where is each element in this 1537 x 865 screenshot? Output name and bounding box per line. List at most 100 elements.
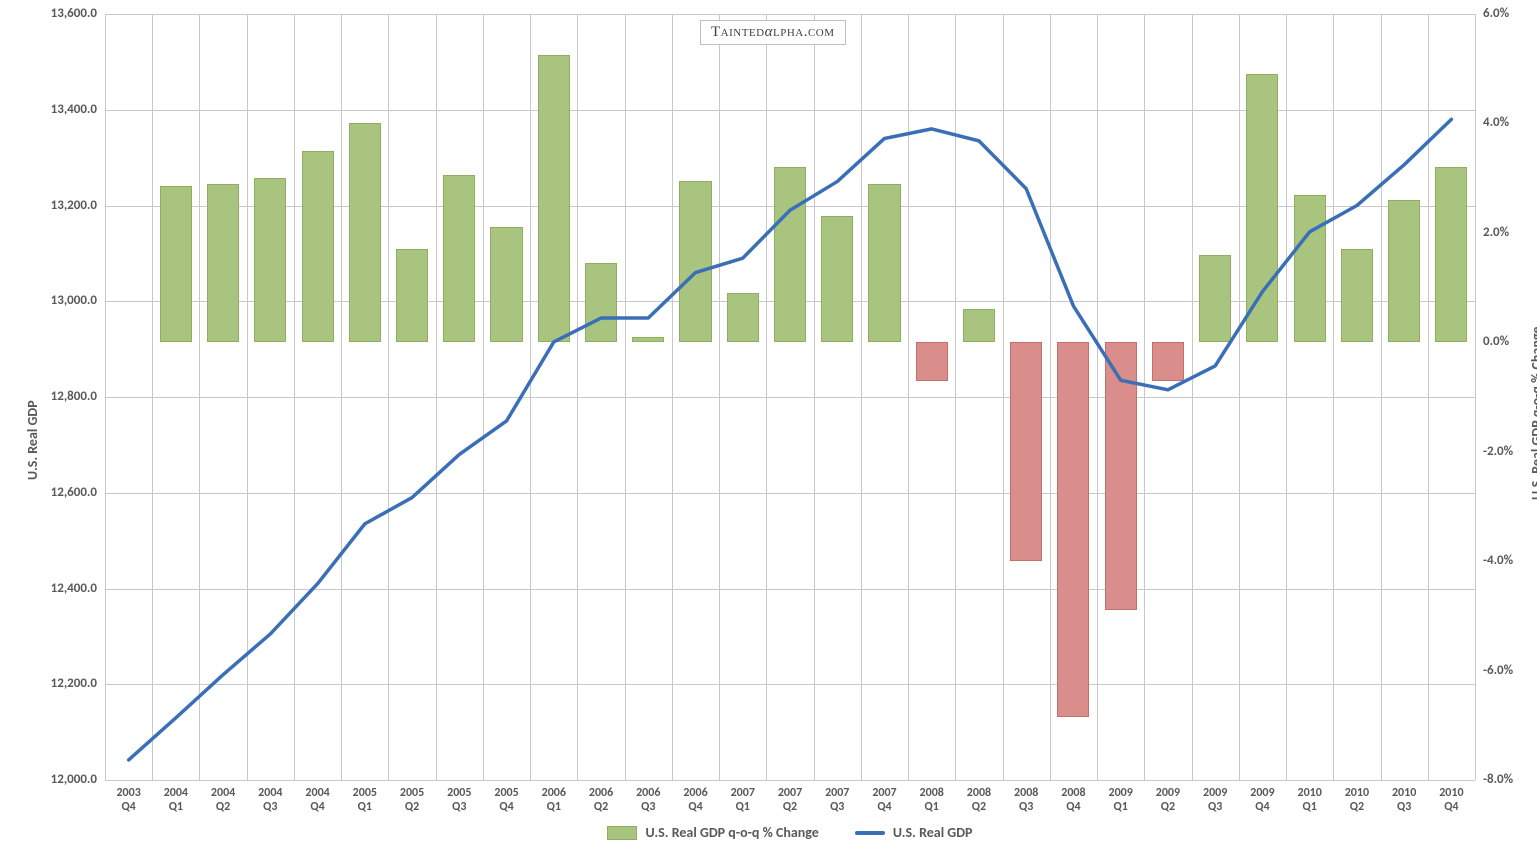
bar: [916, 342, 948, 380]
ytick-right: -6.0%: [1483, 663, 1513, 678]
bar: [1199, 255, 1231, 343]
ytick-right: -2.0%: [1483, 444, 1513, 459]
bar: [207, 184, 239, 343]
gridline-h: [105, 589, 1475, 590]
xtick: 2009 Q1: [1097, 786, 1144, 815]
ytick-right: 6.0%: [1483, 6, 1509, 21]
bar: [868, 184, 900, 343]
xtick: 2008 Q4: [1050, 786, 1097, 815]
gridline-v: [1003, 14, 1004, 780]
gridline-v: [625, 14, 626, 780]
gridline-v: [1333, 14, 1334, 780]
bar: [1152, 342, 1184, 380]
gridline-v: [483, 14, 484, 780]
bar: [1294, 195, 1326, 343]
gridline-h: [105, 397, 1475, 398]
xtick: 2005 Q2: [388, 786, 435, 815]
legend-label-line: U.S. Real GDP: [893, 824, 973, 841]
ytick-left: 12,000.0: [33, 772, 97, 787]
xtick: 2007 Q3: [814, 786, 861, 815]
gridline-v: [1286, 14, 1287, 780]
bar: [963, 309, 995, 342]
bar: [632, 337, 664, 342]
gridline-v: [1097, 14, 1098, 780]
left-axis-title: U.S. Real GDP: [24, 400, 41, 480]
watermark-suffix: lpha.com: [773, 24, 835, 40]
bar: [585, 263, 617, 342]
ytick-left: 12,200.0: [33, 676, 97, 691]
xtick: 2004 Q4: [294, 786, 341, 815]
gridline-v: [861, 14, 862, 780]
bar: [490, 227, 522, 342]
legend-label-bar: U.S. Real GDP q-o-q % Change: [645, 824, 818, 841]
xtick: 2006 Q1: [530, 786, 577, 815]
bar: [1105, 342, 1137, 610]
xtick: 2009 Q3: [1192, 786, 1239, 815]
xtick: 2010 Q2: [1333, 786, 1380, 815]
bar: [254, 178, 286, 342]
gridline-v: [672, 14, 673, 780]
xtick: 2007 Q1: [719, 786, 766, 815]
bar: [396, 249, 428, 342]
gridline-v: [152, 14, 153, 780]
gridline-v: [908, 14, 909, 780]
bar: [302, 151, 334, 343]
xtick: 2005 Q4: [483, 786, 530, 815]
xtick: 2004 Q3: [247, 786, 294, 815]
legend-swatch-bar-icon: [607, 826, 637, 840]
gridline-v: [436, 14, 437, 780]
xtick: 2010 Q3: [1381, 786, 1428, 815]
legend-item-bar: U.S. Real GDP q-o-q % Change: [607, 824, 818, 841]
ytick-left: 13,600.0: [33, 6, 97, 21]
xtick: 2007 Q4: [861, 786, 908, 815]
ytick-left: 12,600.0: [33, 485, 97, 500]
xtick: 2010 Q4: [1428, 786, 1475, 815]
watermark: Taintedαlpha.com: [700, 20, 846, 45]
bar: [1435, 167, 1467, 342]
xtick: 2009 Q2: [1144, 786, 1191, 815]
bar: [1010, 342, 1042, 561]
bar: [1341, 249, 1373, 342]
ytick-right: -4.0%: [1483, 553, 1513, 568]
bar: [349, 123, 381, 342]
ytick-right: -8.0%: [1483, 772, 1513, 787]
gridline-h: [105, 684, 1475, 685]
bar: [679, 181, 711, 342]
gridline-h: [105, 780, 1475, 781]
bar: [774, 167, 806, 342]
gridline-v: [766, 14, 767, 780]
gridline-v: [1428, 14, 1429, 780]
gridline-v: [530, 14, 531, 780]
gridline-v: [955, 14, 956, 780]
gridline-v: [388, 14, 389, 780]
xtick: 2005 Q1: [341, 786, 388, 815]
watermark-prefix: Tainted: [711, 24, 765, 40]
gridline-v: [577, 14, 578, 780]
bar: [1057, 342, 1089, 717]
ytick-left: 12,800.0: [33, 389, 97, 404]
ytick-left: 12,400.0: [33, 581, 97, 596]
ytick-left: 13,400.0: [33, 102, 97, 117]
xtick: 2006 Q2: [577, 786, 624, 815]
right-axis-title: U.S. Real GDP q-o-q % Change: [1528, 327, 1537, 500]
ytick-right: 2.0%: [1483, 225, 1509, 240]
xtick: 2006 Q4: [672, 786, 719, 815]
gridline-v: [341, 14, 342, 780]
ytick-right: 0.0%: [1483, 334, 1509, 349]
gridline-v: [105, 14, 106, 780]
bar: [443, 175, 475, 342]
legend-item-line: U.S. Real GDP: [855, 824, 973, 841]
xtick: 2005 Q3: [436, 786, 483, 815]
bar: [160, 186, 192, 342]
gridline-v: [294, 14, 295, 780]
gridline-v: [719, 14, 720, 780]
gridline-v: [1475, 14, 1476, 780]
xtick: 2010 Q1: [1286, 786, 1333, 815]
legend-swatch-line-icon: [855, 831, 885, 835]
plot-area: [105, 14, 1475, 780]
ytick-left: 13,000.0: [33, 293, 97, 308]
xtick: 2006 Q3: [625, 786, 672, 815]
xtick: 2008 Q1: [908, 786, 955, 815]
xtick: 2004 Q2: [199, 786, 246, 815]
gridline-v: [814, 14, 815, 780]
